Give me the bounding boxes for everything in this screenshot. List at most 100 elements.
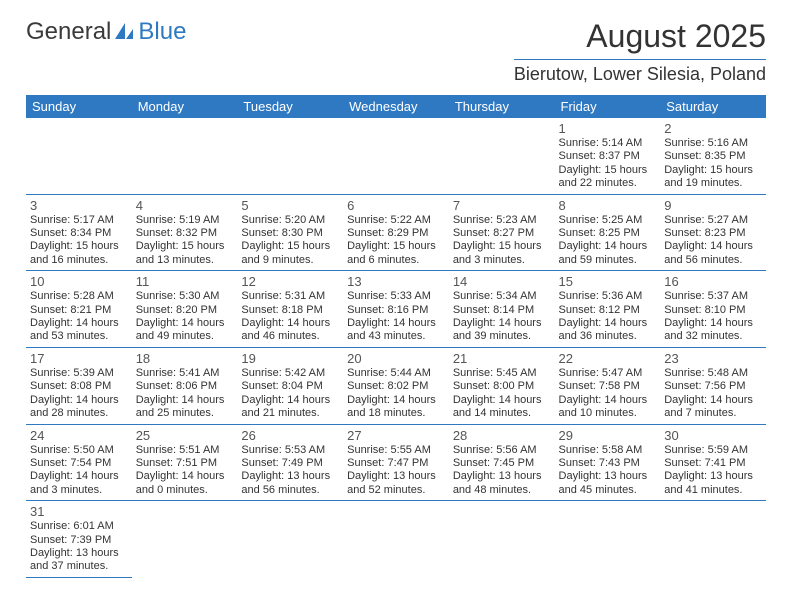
sunrise-text: Sunrise: 5:20 AM xyxy=(241,214,339,227)
daylight-text: Daylight: 14 hours xyxy=(664,317,762,330)
day-number: 8 xyxy=(559,198,657,213)
sunrise-text: Sunrise: 5:17 AM xyxy=(30,214,128,227)
sunset-text: Sunset: 7:47 PM xyxy=(347,457,445,470)
calendar-row: 24Sunrise: 5:50 AMSunset: 7:54 PMDayligh… xyxy=(26,424,766,501)
calendar-row: 31Sunrise: 6:01 AMSunset: 7:39 PMDayligh… xyxy=(26,501,766,578)
calendar-cell: 27Sunrise: 5:55 AMSunset: 7:47 PMDayligh… xyxy=(343,424,449,501)
calendar-cell: 16Sunrise: 5:37 AMSunset: 8:10 PMDayligh… xyxy=(660,271,766,348)
daylight-text-2: and 56 minutes. xyxy=(241,484,339,497)
title-block: August 2025 Bierutow, Lower Silesia, Pol… xyxy=(514,18,766,85)
sunset-text: Sunset: 8:23 PM xyxy=(664,227,762,240)
calendar-cell: 11Sunrise: 5:30 AMSunset: 8:20 PMDayligh… xyxy=(132,271,238,348)
sunrise-text: Sunrise: 5:19 AM xyxy=(136,214,234,227)
day-number: 23 xyxy=(664,351,762,366)
day-number: 13 xyxy=(347,274,445,289)
sunset-text: Sunset: 7:58 PM xyxy=(559,380,657,393)
calendar-cell: 28Sunrise: 5:56 AMSunset: 7:45 PMDayligh… xyxy=(449,424,555,501)
sunset-text: Sunset: 8:02 PM xyxy=(347,380,445,393)
calendar-cell xyxy=(343,501,449,578)
daylight-text-2: and 39 minutes. xyxy=(453,330,551,343)
calendar-cell: 24Sunrise: 5:50 AMSunset: 7:54 PMDayligh… xyxy=(26,424,132,501)
daylight-text: Daylight: 13 hours xyxy=(664,470,762,483)
sunset-text: Sunset: 8:04 PM xyxy=(241,380,339,393)
sunrise-text: Sunrise: 5:36 AM xyxy=(559,290,657,303)
daylight-text-2: and 37 minutes. xyxy=(30,560,128,573)
sunset-text: Sunset: 8:25 PM xyxy=(559,227,657,240)
daylight-text: Daylight: 13 hours xyxy=(241,470,339,483)
daylight-text: Daylight: 14 hours xyxy=(241,317,339,330)
day-number: 31 xyxy=(30,504,128,519)
daylight-text-2: and 7 minutes. xyxy=(664,407,762,420)
day-number: 12 xyxy=(241,274,339,289)
calendar-cell: 20Sunrise: 5:44 AMSunset: 8:02 PMDayligh… xyxy=(343,347,449,424)
calendar-cell: 6Sunrise: 5:22 AMSunset: 8:29 PMDaylight… xyxy=(343,194,449,271)
daylight-text-2: and 59 minutes. xyxy=(559,254,657,267)
daylight-text: Daylight: 14 hours xyxy=(30,317,128,330)
daylight-text-2: and 19 minutes. xyxy=(664,177,762,190)
sunrise-text: Sunrise: 5:25 AM xyxy=(559,214,657,227)
daylight-text: Daylight: 15 hours xyxy=(241,240,339,253)
sunset-text: Sunset: 7:51 PM xyxy=(136,457,234,470)
sunset-text: Sunset: 8:10 PM xyxy=(664,304,762,317)
daylight-text-2: and 21 minutes. xyxy=(241,407,339,420)
sunset-text: Sunset: 8:20 PM xyxy=(136,304,234,317)
header-block: General Blue August 2025 Bierutow, Lower… xyxy=(26,18,766,85)
sunset-text: Sunset: 7:54 PM xyxy=(30,457,128,470)
day-number: 3 xyxy=(30,198,128,213)
calendar-row: 1Sunrise: 5:14 AMSunset: 8:37 PMDaylight… xyxy=(26,118,766,194)
sunset-text: Sunset: 8:16 PM xyxy=(347,304,445,317)
logo: General Blue xyxy=(26,18,186,46)
day-number: 14 xyxy=(453,274,551,289)
daylight-text-2: and 28 minutes. xyxy=(30,407,128,420)
daylight-text: Daylight: 14 hours xyxy=(664,394,762,407)
calendar-cell: 31Sunrise: 6:01 AMSunset: 7:39 PMDayligh… xyxy=(26,501,132,578)
daylight-text-2: and 10 minutes. xyxy=(559,407,657,420)
daylight-text: Daylight: 14 hours xyxy=(136,470,234,483)
daylight-text-2: and 41 minutes. xyxy=(664,484,762,497)
day-number: 28 xyxy=(453,428,551,443)
daylight-text-2: and 9 minutes. xyxy=(241,254,339,267)
calendar-cell xyxy=(343,118,449,194)
calendar-cell: 18Sunrise: 5:41 AMSunset: 8:06 PMDayligh… xyxy=(132,347,238,424)
sunrise-text: Sunrise: 5:30 AM xyxy=(136,290,234,303)
calendar-cell xyxy=(237,118,343,194)
calendar-cell: 8Sunrise: 5:25 AMSunset: 8:25 PMDaylight… xyxy=(555,194,661,271)
calendar-cell: 4Sunrise: 5:19 AMSunset: 8:32 PMDaylight… xyxy=(132,194,238,271)
daylight-text: Daylight: 14 hours xyxy=(347,317,445,330)
sunset-text: Sunset: 7:56 PM xyxy=(664,380,762,393)
daylight-text: Daylight: 14 hours xyxy=(136,317,234,330)
calendar-cell: 25Sunrise: 5:51 AMSunset: 7:51 PMDayligh… xyxy=(132,424,238,501)
daylight-text-2: and 49 minutes. xyxy=(136,330,234,343)
calendar-cell: 26Sunrise: 5:53 AMSunset: 7:49 PMDayligh… xyxy=(237,424,343,501)
calendar-cell: 15Sunrise: 5:36 AMSunset: 8:12 PMDayligh… xyxy=(555,271,661,348)
calendar-table: Sunday Monday Tuesday Wednesday Thursday… xyxy=(26,95,766,578)
daylight-text: Daylight: 14 hours xyxy=(347,394,445,407)
col-monday: Monday xyxy=(132,95,238,118)
calendar-cell: 14Sunrise: 5:34 AMSunset: 8:14 PMDayligh… xyxy=(449,271,555,348)
calendar-cell: 22Sunrise: 5:47 AMSunset: 7:58 PMDayligh… xyxy=(555,347,661,424)
daylight-text: Daylight: 14 hours xyxy=(241,394,339,407)
day-number: 17 xyxy=(30,351,128,366)
daylight-text: Daylight: 15 hours xyxy=(453,240,551,253)
sunrise-text: Sunrise: 5:41 AM xyxy=(136,367,234,380)
sunrise-text: Sunrise: 5:16 AM xyxy=(664,137,762,150)
sunrise-text: Sunrise: 5:33 AM xyxy=(347,290,445,303)
daylight-text-2: and 45 minutes. xyxy=(559,484,657,497)
col-thursday: Thursday xyxy=(449,95,555,118)
day-number: 19 xyxy=(241,351,339,366)
calendar-cell: 10Sunrise: 5:28 AMSunset: 8:21 PMDayligh… xyxy=(26,271,132,348)
sunset-text: Sunset: 7:39 PM xyxy=(30,534,128,547)
sunrise-text: Sunrise: 5:42 AM xyxy=(241,367,339,380)
day-number: 26 xyxy=(241,428,339,443)
sunrise-text: Sunrise: 5:50 AM xyxy=(30,444,128,457)
daylight-text: Daylight: 14 hours xyxy=(559,394,657,407)
calendar-cell xyxy=(132,118,238,194)
daylight-text-2: and 53 minutes. xyxy=(30,330,128,343)
daylight-text: Daylight: 15 hours xyxy=(30,240,128,253)
day-number: 4 xyxy=(136,198,234,213)
daylight-text: Daylight: 15 hours xyxy=(136,240,234,253)
calendar-cell: 2Sunrise: 5:16 AMSunset: 8:35 PMDaylight… xyxy=(660,118,766,194)
calendar-row: 17Sunrise: 5:39 AMSunset: 8:08 PMDayligh… xyxy=(26,347,766,424)
daylight-text-2: and 16 minutes. xyxy=(30,254,128,267)
sunset-text: Sunset: 8:30 PM xyxy=(241,227,339,240)
